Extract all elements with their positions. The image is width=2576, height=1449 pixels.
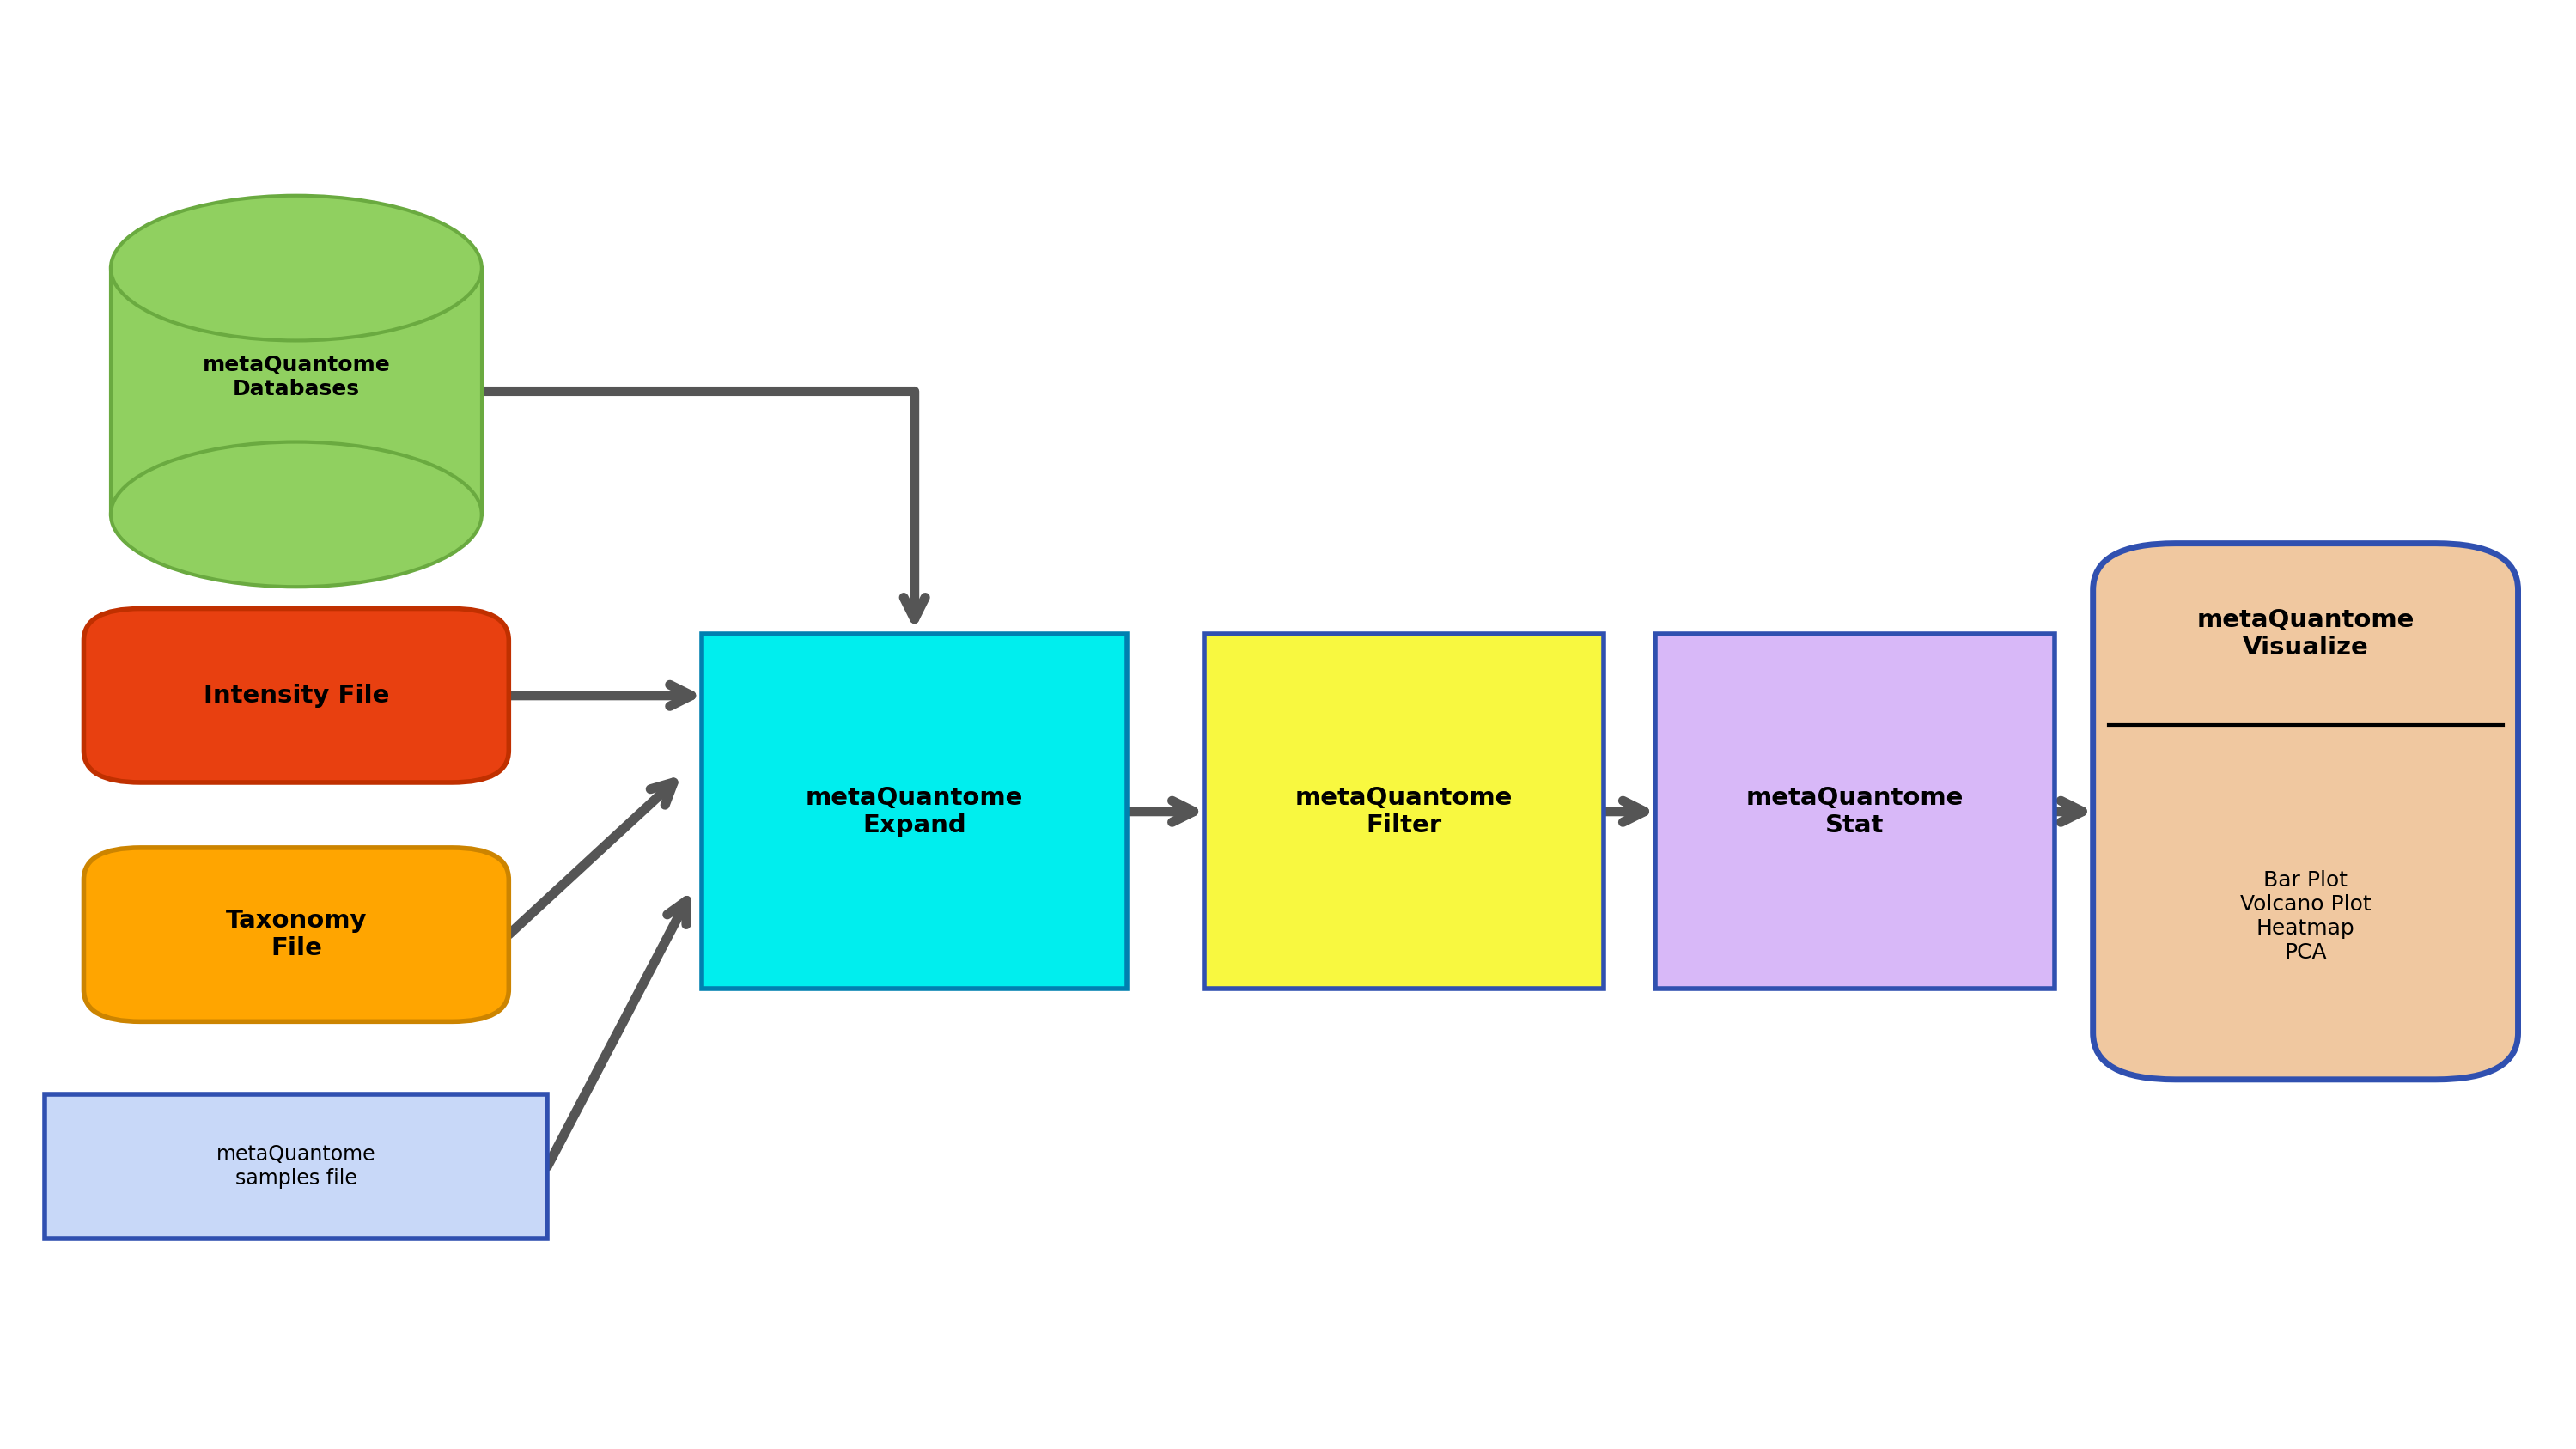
Ellipse shape <box>111 442 482 587</box>
Bar <box>1654 635 2053 988</box>
Text: Bar Plot
Volcano Plot
Heatmap
PCA: Bar Plot Volcano Plot Heatmap PCA <box>2241 871 2370 962</box>
Text: metaQuantome
Stat: metaQuantome Stat <box>1747 785 1963 838</box>
Text: metaQuantome
Databases: metaQuantome Databases <box>204 355 389 398</box>
Ellipse shape <box>111 196 482 341</box>
Bar <box>111 268 482 514</box>
Text: metaQuantome
Filter: metaQuantome Filter <box>1296 785 1512 838</box>
Text: metaQuantome
samples file: metaQuantome samples file <box>216 1145 376 1188</box>
Text: metaQuantome
Visualize: metaQuantome Visualize <box>2197 609 2414 659</box>
Text: Taxonomy
File: Taxonomy File <box>227 909 366 961</box>
Text: Intensity File: Intensity File <box>204 684 389 707</box>
FancyBboxPatch shape <box>85 848 507 1022</box>
Bar <box>701 635 1128 988</box>
Bar <box>1203 635 1602 988</box>
FancyBboxPatch shape <box>85 609 507 782</box>
FancyBboxPatch shape <box>2092 543 2517 1080</box>
Bar <box>46 1094 549 1239</box>
Text: metaQuantome
Expand: metaQuantome Expand <box>806 785 1023 838</box>
